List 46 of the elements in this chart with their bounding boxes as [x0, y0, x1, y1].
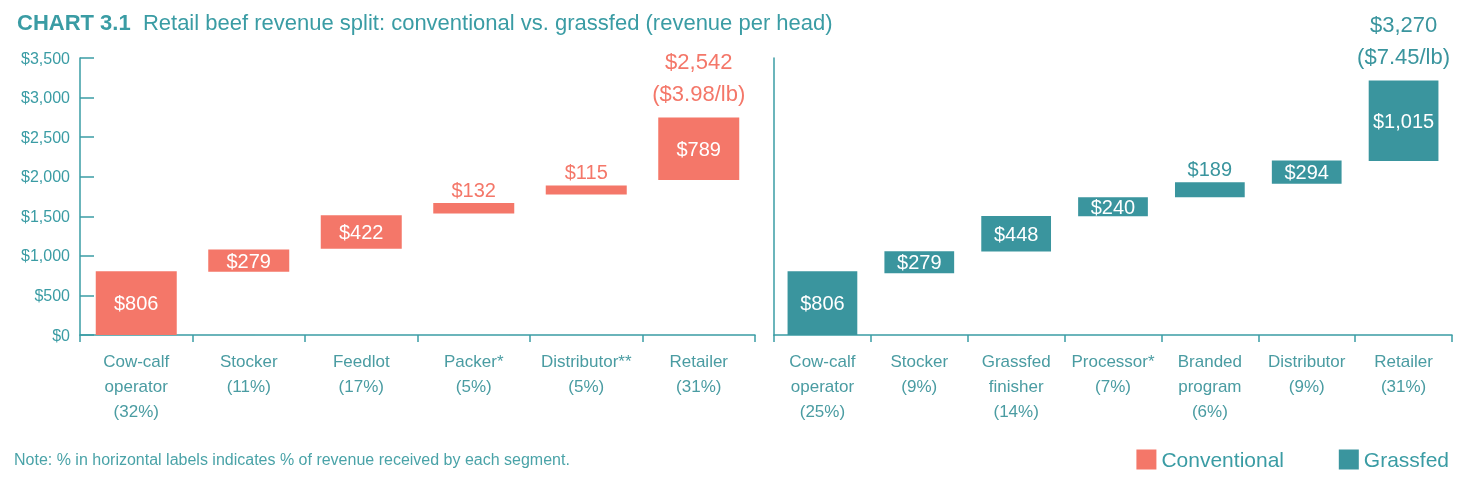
chart-title: CHART 3.1 Retail beef revenue split: conventional vs. grassfed (revenue per head) [17, 9, 833, 35]
x-tick-label: Cow-calf operator (32%) [103, 352, 170, 421]
bar [658, 117, 740, 180]
x-tick-label: Grassfed finisher (14%) [981, 352, 1051, 421]
x-tick-label: Packer* (5%) [443, 352, 504, 396]
data-label: $115 [564, 161, 608, 184]
x-tick-label: Distributor** (5%) [540, 352, 632, 396]
data-label: $806 [114, 292, 159, 315]
data-label: $422 [339, 221, 384, 244]
data-label: $806 [800, 292, 845, 315]
annotation: $2,542 ($3.98/lb) [652, 48, 746, 106]
data-label: $789 [676, 137, 721, 160]
y-tick-label: $2,000 [21, 168, 71, 186]
y-tick-label: $500 [34, 286, 71, 304]
y-tick-label: $2,500 [21, 128, 71, 146]
data-label: $279 [226, 249, 271, 272]
x-tick-label: Branded program (6%) [1177, 352, 1242, 421]
data-label: $448 [993, 222, 1039, 245]
bar [433, 203, 515, 214]
legend-label: Conventional [1161, 448, 1285, 471]
legend-label: Grassfed [1363, 448, 1449, 471]
y-tick-label: $1,500 [21, 207, 71, 225]
x-tick-label: Cow-calf operator (25%) [789, 352, 856, 421]
x-tick-label: Retailer (31%) [1374, 352, 1434, 396]
y-tick-label: $0 [52, 326, 71, 344]
bar [1368, 80, 1439, 161]
x-tick-label: Feedlot (17%) [332, 352, 390, 396]
text: Note: % in horizontal labels indicates % of revenue received by each segment. [14, 450, 570, 468]
data-label: $279 [897, 251, 942, 274]
data-label: $189 [1187, 158, 1233, 181]
y-tick-label: $3,000 [21, 89, 71, 107]
y-tick-label: $1,000 [21, 247, 71, 265]
data-label: $1,015 [1372, 109, 1435, 132]
data-label: $240 [1090, 195, 1136, 218]
bar [545, 185, 627, 195]
x-tick-label: Distributor (9%) [1267, 352, 1346, 396]
x-tick-label: Stocker (11%) [219, 352, 278, 396]
bar [1174, 182, 1245, 198]
data-label: $132 [451, 179, 496, 202]
x-tick-label: Processor* (7%) [1071, 352, 1155, 396]
bar [95, 271, 177, 335]
y-tick-label: $3,500 [21, 49, 71, 67]
annotation: $3,270 ($7.45/lb) [1357, 12, 1451, 70]
data-label: $294 [1284, 161, 1329, 184]
x-tick-label: Stocker (9%) [890, 352, 949, 396]
x-tick-label: Retailer (31%) [669, 352, 729, 396]
